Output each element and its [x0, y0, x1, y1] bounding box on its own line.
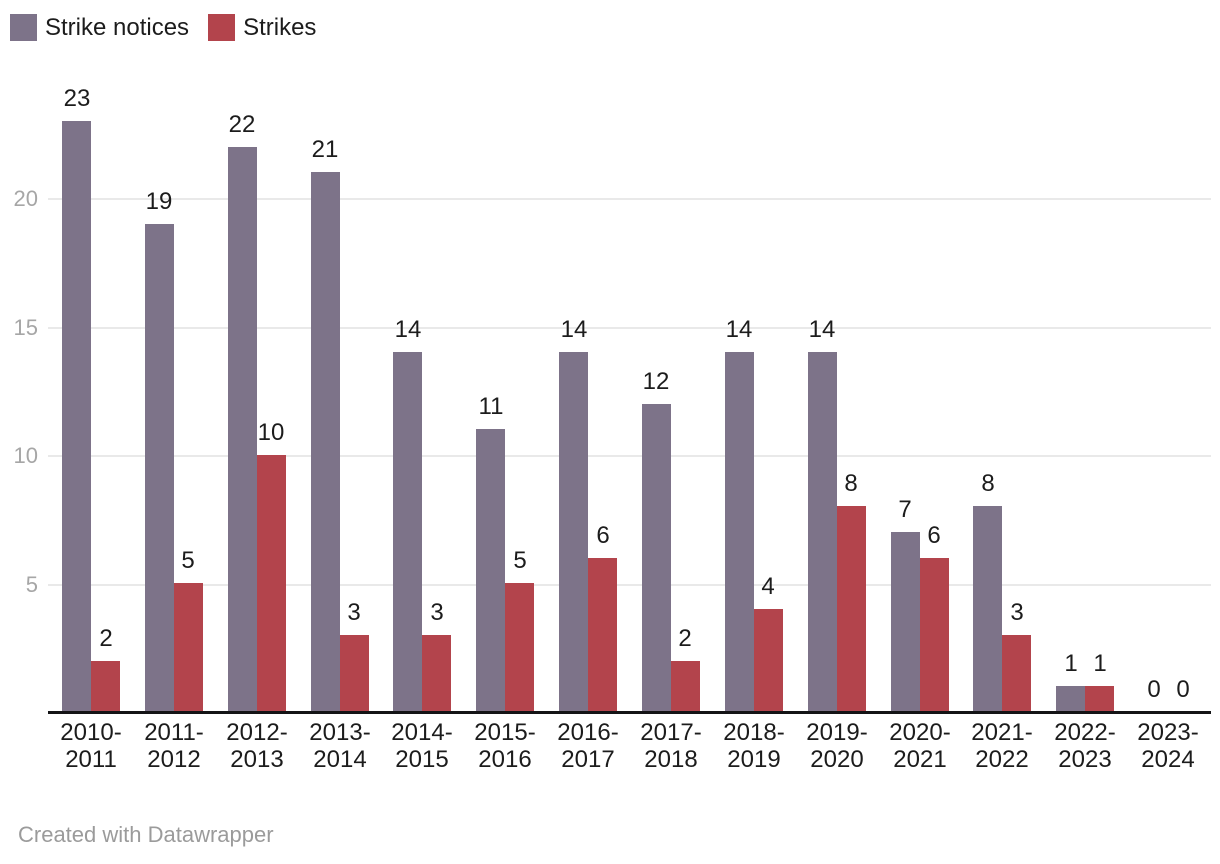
bar-value-label: 8	[981, 470, 995, 497]
chart-legend: Strike notices Strikes	[10, 14, 316, 41]
bar-value-label: 14	[808, 316, 836, 343]
bar-value-label: 3	[430, 599, 444, 626]
x-axis-label: 2020- 2021	[889, 719, 951, 773]
bar-value-label: 10	[257, 419, 285, 446]
x-axis-label: 2010- 2011	[60, 719, 122, 773]
legend-item-strike-notices: Strike notices	[10, 14, 189, 41]
bar-strikes	[837, 506, 866, 712]
bar-value-label: 12	[642, 368, 670, 395]
bar-value-label: 14	[725, 316, 753, 343]
bar-value-label: 1	[1064, 650, 1078, 677]
bar-value-label: 19	[145, 188, 173, 215]
bar-value-label: 8	[844, 470, 858, 497]
bar-value-label: 6	[927, 522, 941, 549]
bar-strikes	[340, 635, 369, 712]
bar-strike-notices	[725, 352, 754, 712]
x-axis-label: 2017- 2018	[640, 719, 702, 773]
bar-strikes	[422, 635, 451, 712]
bar-strike-notices	[62, 121, 91, 712]
bar-strike-notices	[393, 352, 422, 712]
legend-swatch-strike-notices	[10, 14, 37, 41]
bar-strikes	[920, 558, 949, 712]
y-axis-label-10: 10	[13, 443, 38, 468]
x-axis-label: 2023- 2024	[1137, 719, 1199, 773]
gridline-20	[48, 198, 1211, 200]
bar-value-label: 14	[394, 316, 422, 343]
legend-label-strikes: Strikes	[243, 14, 317, 41]
x-axis-label: 2011- 2012	[144, 719, 204, 773]
x-axis-label: 2013- 2014	[309, 719, 371, 773]
bar-strikes	[1002, 635, 1031, 712]
legend-label-strike-notices: Strike notices	[45, 14, 190, 41]
gridline-5	[48, 583, 1211, 586]
bar-value-label: 22	[228, 111, 256, 138]
bar-value-label: 23	[63, 85, 91, 112]
bar-value-label: 2	[678, 625, 692, 652]
bar-value-label: 3	[1010, 599, 1024, 626]
bar-strike-notices	[476, 429, 505, 712]
bar-value-label: 3	[347, 599, 361, 626]
bar-strikes	[505, 583, 534, 712]
bar-strike-notices	[145, 224, 174, 712]
x-axis-label: 2022- 2023	[1054, 719, 1116, 773]
attribution-text: Created with Datawrapper	[18, 822, 274, 847]
y-axis-label-15: 15	[13, 314, 38, 340]
bar-strike-notices	[642, 404, 671, 712]
bar-strike-notices	[808, 352, 837, 712]
bar-value-label: 7	[898, 496, 912, 523]
bar-strikes	[671, 661, 700, 712]
bar-strikes	[174, 583, 203, 712]
bar-value-label: 5	[513, 547, 527, 574]
bar-strikes	[1085, 686, 1114, 712]
x-axis-label: 2016- 2017	[557, 719, 619, 773]
x-axis-label: 2015- 2016	[474, 719, 536, 773]
bar-value-label: 2	[99, 625, 113, 652]
bar-value-label: 1	[1093, 650, 1107, 677]
bar-value-label: 4	[761, 573, 775, 600]
x-axis-line	[48, 711, 1211, 714]
bar-value-label: 11	[478, 393, 504, 420]
bar-strikes	[588, 558, 617, 712]
y-axis-label-20: 20	[13, 186, 38, 211]
bar-strikes	[257, 455, 286, 712]
x-axis-label: 2021- 2022	[971, 719, 1033, 773]
bar-value-label: 0	[1147, 676, 1161, 703]
x-axis-label: 2012- 2013	[226, 719, 288, 773]
legend-item-strikes: Strikes	[208, 14, 316, 41]
x-axis-label: 2018- 2019	[723, 719, 785, 773]
bar-strikes	[91, 661, 120, 712]
bar-strike-notices	[1056, 686, 1085, 712]
x-axis-label: 2014- 2015	[391, 719, 453, 773]
legend-swatch-strikes	[208, 14, 236, 41]
bar-strikes	[754, 609, 783, 712]
x-axis-label: 2019- 2020	[806, 719, 868, 773]
bar-value-label: 0	[1176, 676, 1190, 703]
bar-strike-notices	[228, 147, 257, 712]
bar-strike-notices	[311, 172, 340, 712]
bar-strike-notices	[559, 352, 588, 712]
gridline-15	[48, 326, 1211, 329]
bar-value-label: 6	[596, 522, 610, 549]
bar-strike-notices	[973, 506, 1002, 712]
bar-value-label: 5	[181, 547, 195, 574]
gridline-10	[48, 455, 1211, 457]
bar-value-label: 14	[560, 316, 588, 343]
bar-value-label: 21	[311, 136, 339, 163]
y-axis-label-5: 5	[25, 571, 38, 597]
bar-strike-notices	[891, 532, 920, 712]
